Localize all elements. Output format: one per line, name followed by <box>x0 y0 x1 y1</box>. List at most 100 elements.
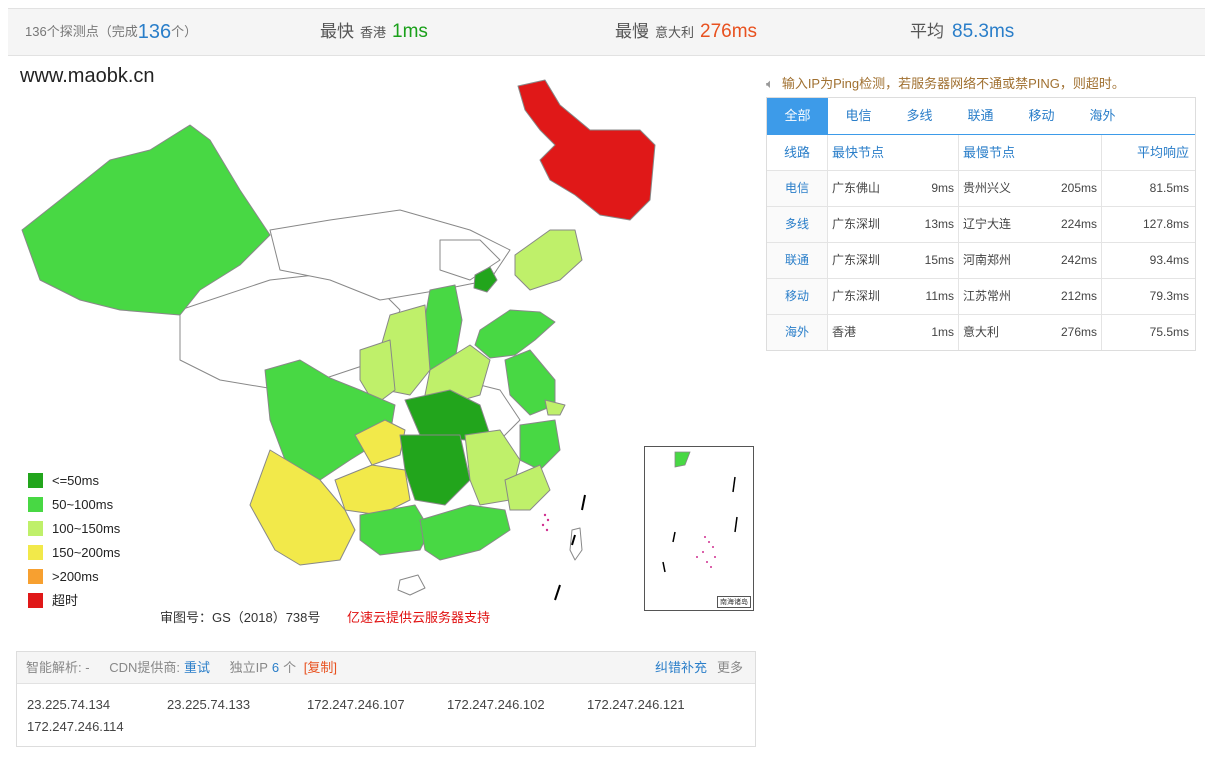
legend-item: >200ms <box>28 569 120 593</box>
probe-prefix: 136个探测点（完成 <box>25 24 138 39</box>
fastest-value: 1ms <box>392 21 428 42</box>
map-approval-number: 审图号：GS（2018）738号 <box>160 610 321 625</box>
legend-item: 50~100ms <box>28 497 120 521</box>
legend-item: 150~200ms <box>28 545 120 569</box>
slow-ms: 205ms <box>1060 181 1097 195</box>
slow-ms: 224ms <box>1060 217 1097 231</box>
row-line[interactable]: 移动 <box>767 279 828 314</box>
average-label: 平均 <box>910 22 944 41</box>
ip-address: 23.225.74.133 <box>167 697 251 712</box>
cdn-retry-link[interactable]: 重试 <box>183 660 210 675</box>
fast-ms: 15ms <box>924 253 954 267</box>
ip-address: 172.247.246.102 <box>447 697 545 712</box>
map-region-taiwan <box>569 527 583 561</box>
slow-node: 江苏常州 <box>963 289 1012 303</box>
header-line: 线路 <box>767 135 828 170</box>
table-row: 电信 广东佛山 9ms 贵州兴义 205ms 81.5ms <box>767 171 1195 207</box>
row-avg: 93.4ms <box>1149 253 1189 267</box>
row-avg: 75.5ms <box>1149 325 1189 339</box>
slowest-location: 意大利 <box>655 25 695 40</box>
fast-ms: 9ms <box>931 181 954 195</box>
tab-unicom[interactable]: 联通 <box>967 108 994 123</box>
ip-count: 6 <box>271 660 280 675</box>
row-line[interactable]: 海外 <box>767 315 828 350</box>
legend-item: 超时 <box>28 593 120 617</box>
legend-label: <=50ms <box>52 473 99 488</box>
sponsor-link[interactable]: 亿速云提供云服务器支持 <box>347 610 491 625</box>
map-region-fujian <box>504 464 551 511</box>
table-row: 多线 广东深圳 13ms 辽宁大连 224ms 127.8ms <box>767 207 1195 243</box>
tab-mobile[interactable]: 移动 <box>1028 108 1055 123</box>
report-link[interactable]: 纠错补充 <box>655 660 708 675</box>
row-slow: 辽宁大连 224ms <box>959 207 1102 242</box>
row-slow: 江苏常州 212ms <box>959 279 1102 314</box>
ip-list: 23.225.74.134 23.225.74.133 172.247.246.… <box>17 684 755 738</box>
tab-overseas[interactable]: 海外 <box>1089 108 1116 123</box>
row-fast: 广东深圳 13ms <box>828 207 959 242</box>
legend-swatch <box>28 593 43 608</box>
probe-done-count: 136 <box>137 21 172 43</box>
ip-unit: 个 <box>283 660 297 675</box>
fast-node: 广东佛山 <box>832 181 881 195</box>
map-legend: <=50ms 50~100ms 100~150ms 150~200ms >200… <box>28 473 120 617</box>
slow-node: 河南郑州 <box>963 253 1012 267</box>
slow-node: 贵州兴义 <box>963 181 1012 195</box>
row-fast: 广东佛山 9ms <box>828 171 959 206</box>
header-slow: 最慢节点 <box>959 135 1102 170</box>
table-row: 移动 广东深圳 11ms 江苏常州 212ms 79.3ms <box>767 279 1195 315</box>
inset-label: 南海诸岛 <box>717 596 751 608</box>
copy-button[interactable]: [复制] <box>303 660 338 675</box>
average-stat: 平均 85.3ms <box>910 9 1014 55</box>
ip-address: 23.225.74.134 <box>27 697 111 712</box>
slow-ms: 212ms <box>1060 289 1097 303</box>
tab-all[interactable]: 全部 <box>767 98 828 134</box>
row-slow: 意大利 276ms <box>959 315 1102 350</box>
fast-node: 广东深圳 <box>832 253 881 267</box>
legend-swatch <box>28 545 43 560</box>
row-avg: 81.5ms <box>1149 181 1189 195</box>
smart-dns-label: 智能解析: - <box>26 660 90 675</box>
map-region-beijing <box>473 266 498 293</box>
map-region-yunnan <box>249 449 356 566</box>
slowest-label: 最慢 <box>615 22 649 41</box>
probe-count: 136个探测点（完成136个） <box>25 9 197 55</box>
row-line[interactable]: 电信 <box>767 171 828 206</box>
ip-address: 172.247.246.107 <box>307 697 405 712</box>
map-region-heilongjiang <box>517 79 656 221</box>
map-region-xinjiang <box>21 124 271 316</box>
map-region-zhejiang <box>519 419 561 471</box>
tab-telecom[interactable]: 电信 <box>845 108 872 123</box>
slowest-stat: 最慢 意大利 276ms <box>615 9 757 55</box>
fast-ms: 11ms <box>925 289 954 303</box>
line-tabs: 全部 电信 多线 联通 移动 海外 <box>767 98 1195 135</box>
fastest-stat: 最快 香港 1ms <box>320 9 428 55</box>
slowest-value: 276ms <box>700 21 758 42</box>
more-link[interactable]: 更多 <box>717 660 744 675</box>
legend-label: 100~150ms <box>52 521 121 536</box>
stats-bar: 136个探测点（完成136个） 最快 香港 1ms 最慢 意大利 276ms 平均 85.… <box>8 8 1205 56</box>
fast-node: 广东深圳 <box>832 217 881 231</box>
map-region-guangxi <box>359 504 431 556</box>
row-avg: 127.8ms <box>1142 217 1189 231</box>
slow-ms: 242ms <box>1060 253 1097 267</box>
line-summary-table: 全部 电信 多线 联通 移动 海外 线路 最快节点 最慢节点 平均响应 电信 广… <box>766 97 1196 351</box>
legend-swatch <box>28 473 43 488</box>
notice-text: 输入IP为Ping检测，若服务器网络不通或禁PING，则超时。 <box>781 76 1125 91</box>
map-region-hunan <box>399 434 471 506</box>
legend-item: <=50ms <box>28 473 120 497</box>
slow-ms: 276ms <box>1060 325 1097 339</box>
legend-item: 100~150ms <box>28 521 120 545</box>
fast-ms: 1ms <box>931 325 954 339</box>
tab-multiline[interactable]: 多线 <box>906 108 933 123</box>
legend-label: 150~200ms <box>52 545 121 560</box>
table-header: 线路 最快节点 最慢节点 平均响应 <box>767 135 1195 171</box>
fast-node: 香港 <box>832 325 857 339</box>
fastest-location: 香港 <box>360 25 387 40</box>
legend-label: >200ms <box>52 569 99 584</box>
fast-ms: 13ms <box>924 217 954 231</box>
table-row: 联通 广东深圳 15ms 河南郑州 242ms 93.4ms <box>767 243 1195 279</box>
cdn-label: CDN提供商: <box>109 660 180 675</box>
average-value: 85.3ms <box>952 21 1015 42</box>
row-line[interactable]: 联通 <box>767 243 828 278</box>
row-line[interactable]: 多线 <box>767 207 828 242</box>
